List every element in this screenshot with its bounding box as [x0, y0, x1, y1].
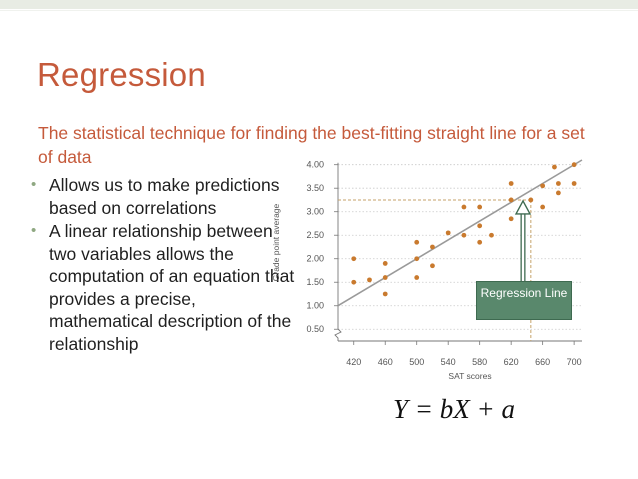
- data-point: [540, 204, 546, 210]
- data-point: [528, 197, 534, 203]
- data-point: [477, 239, 483, 245]
- data-point: [351, 279, 357, 285]
- data-point: [414, 275, 420, 280]
- data-point: [430, 263, 435, 269]
- data-point: [461, 204, 467, 210]
- x-tick-label: 620: [504, 357, 519, 367]
- bullet-text: Allows us to make predictions based on c…: [49, 175, 280, 218]
- bullet-item: • Allows us to make predictions based on…: [31, 174, 301, 219]
- bullet-list: • Allows us to make predictions based on…: [31, 174, 301, 355]
- y-tick-label: 2.00: [306, 254, 324, 264]
- data-point: [430, 244, 435, 250]
- regression-formula: Y = bX + a: [393, 394, 515, 424]
- data-point: [508, 181, 514, 186]
- data-point: [382, 261, 388, 266]
- y-tick-label: 3.50: [306, 183, 324, 193]
- x-tick-label: 420: [346, 357, 361, 367]
- data-point: [367, 277, 372, 283]
- y-tick-label: 2.50: [306, 230, 324, 240]
- data-point: [489, 232, 494, 238]
- data-point: [555, 190, 561, 196]
- data-point: [461, 232, 467, 238]
- data-point: [552, 164, 557, 170]
- y-axis-label: Grade point average: [271, 203, 281, 281]
- top-accent-bar: [0, 0, 638, 9]
- data-point: [571, 181, 577, 186]
- y-tick-label: 1.00: [306, 301, 324, 311]
- bullet-item: • A linear relationship between two vari…: [31, 220, 301, 355]
- x-axis-label: SAT scores: [448, 371, 491, 381]
- y-tick-label: 4.00: [306, 160, 324, 170]
- y-tick-label: 1.50: [306, 277, 324, 287]
- data-point: [445, 230, 451, 236]
- y-tick-label: 0.50: [306, 324, 324, 334]
- data-point: [414, 256, 420, 262]
- data-point: [351, 256, 357, 262]
- data-point: [414, 239, 420, 245]
- bullet-glyph: •: [31, 176, 37, 193]
- axes: [334, 162, 582, 345]
- data-point: [477, 204, 483, 210]
- slide-subtitle: The statistical technique for finding th…: [38, 123, 585, 167]
- bullet-text: A linear relationship between two variab…: [49, 221, 295, 354]
- tick-labels: 0.50 1.00 1.50 2.00 2.50 3.00 3.50 4.00 420 460 50…: [306, 160, 581, 367]
- data-point: [571, 162, 577, 168]
- y-tick-label: 3.00: [306, 207, 324, 217]
- x-tick-label: 660: [535, 357, 550, 367]
- data-point: [508, 197, 514, 203]
- bullet-glyph: •: [31, 222, 37, 239]
- data-point: [540, 183, 546, 189]
- data-point: [477, 223, 483, 229]
- x-tick-label: 580: [472, 357, 487, 367]
- arrow-up-icon: [514, 199, 532, 215]
- slide-title: Regression: [37, 56, 206, 93]
- top-divider: [0, 10, 638, 11]
- x-tick-label: 540: [441, 357, 456, 367]
- regression-line-callout: Regression Line: [476, 281, 572, 320]
- data-point: [555, 181, 561, 186]
- data-points: [351, 162, 577, 297]
- data-point: [382, 275, 388, 280]
- data-point: [382, 291, 388, 297]
- x-tick-label: 460: [378, 357, 393, 367]
- x-tick-label: 500: [409, 357, 424, 367]
- data-point: [508, 216, 514, 222]
- x-tick-label: 700: [567, 357, 582, 367]
- axis-break-icon: [334, 328, 342, 341]
